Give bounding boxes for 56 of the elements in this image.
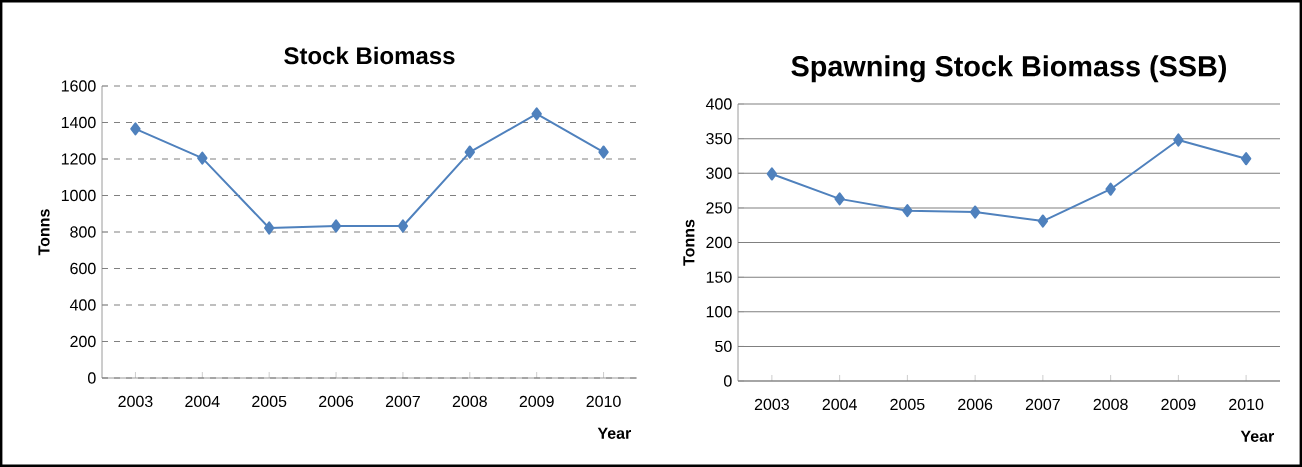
chart-title: Spawning Stock Biomass (SSB) bbox=[791, 55, 1226, 83]
x-tick-label: 2004 bbox=[822, 398, 857, 411]
point bbox=[1105, 182, 1116, 196]
x-axis-title: Year bbox=[1240, 430, 1275, 442]
point bbox=[197, 151, 208, 165]
point bbox=[598, 145, 609, 159]
y-tick-label: 400 bbox=[705, 98, 732, 110]
point bbox=[902, 204, 913, 218]
point bbox=[330, 219, 342, 233]
y-tick-label: 0 bbox=[88, 372, 96, 384]
y-tick-label: 250 bbox=[706, 202, 732, 214]
y-tick-label: 100 bbox=[706, 306, 732, 318]
x-tick-label: 2003 bbox=[754, 398, 789, 411]
y-tick-label: 800 bbox=[70, 226, 96, 238]
x-tick-label: 2008 bbox=[1093, 398, 1128, 411]
x-tick-label: 2010 bbox=[586, 395, 621, 408]
point bbox=[397, 219, 409, 233]
y-tick-label: 1200 bbox=[61, 153, 96, 165]
point bbox=[969, 205, 981, 219]
x-tick-label: 2007 bbox=[385, 395, 420, 408]
x-tick-label: 2008 bbox=[452, 395, 487, 408]
y-tick-label: 350 bbox=[706, 132, 732, 145]
y-tick-label: 150 bbox=[706, 271, 732, 283]
x-tick-label: 2004 bbox=[185, 395, 220, 408]
x-tick-label: 2006 bbox=[319, 395, 354, 408]
y-tick-label: 200 bbox=[70, 335, 96, 348]
x-tick-label: 2005 bbox=[252, 395, 287, 408]
x-tick-label: 2009 bbox=[1161, 398, 1196, 411]
point bbox=[263, 221, 275, 235]
point bbox=[1037, 214, 1049, 228]
point bbox=[464, 145, 475, 159]
point bbox=[1173, 133, 1184, 147]
y-tick-label: 1000 bbox=[61, 189, 96, 202]
x-tick-label: 2007 bbox=[1025, 398, 1060, 411]
x-axis-title: Year bbox=[597, 427, 632, 439]
x-tick-label: 2009 bbox=[519, 395, 554, 408]
y-tick-label: 600 bbox=[70, 262, 96, 275]
y-tick-label: 400 bbox=[69, 299, 96, 311]
y-tick-label: 300 bbox=[706, 167, 732, 179]
x-tick-label: 2010 bbox=[1229, 398, 1264, 411]
chart-title: Stock Biomass bbox=[284, 46, 455, 65]
point bbox=[130, 122, 141, 136]
point bbox=[531, 107, 542, 121]
x-tick-label: 2005 bbox=[890, 398, 925, 411]
y-tick-label: 1400 bbox=[61, 116, 96, 129]
point bbox=[766, 167, 778, 181]
point bbox=[1240, 152, 1252, 166]
y-tick-label: 200 bbox=[706, 236, 732, 249]
y-axis-title: Tonns bbox=[38, 209, 50, 256]
y-tick-label: 0 bbox=[724, 375, 732, 387]
y-tick-label: 1600 bbox=[61, 80, 96, 92]
x-tick-label: 2003 bbox=[118, 395, 153, 408]
y-tick-label: 50 bbox=[715, 340, 732, 353]
point bbox=[834, 192, 845, 206]
y-axis-title: Tonns bbox=[683, 219, 695, 266]
x-tick-label: 2006 bbox=[958, 398, 993, 411]
